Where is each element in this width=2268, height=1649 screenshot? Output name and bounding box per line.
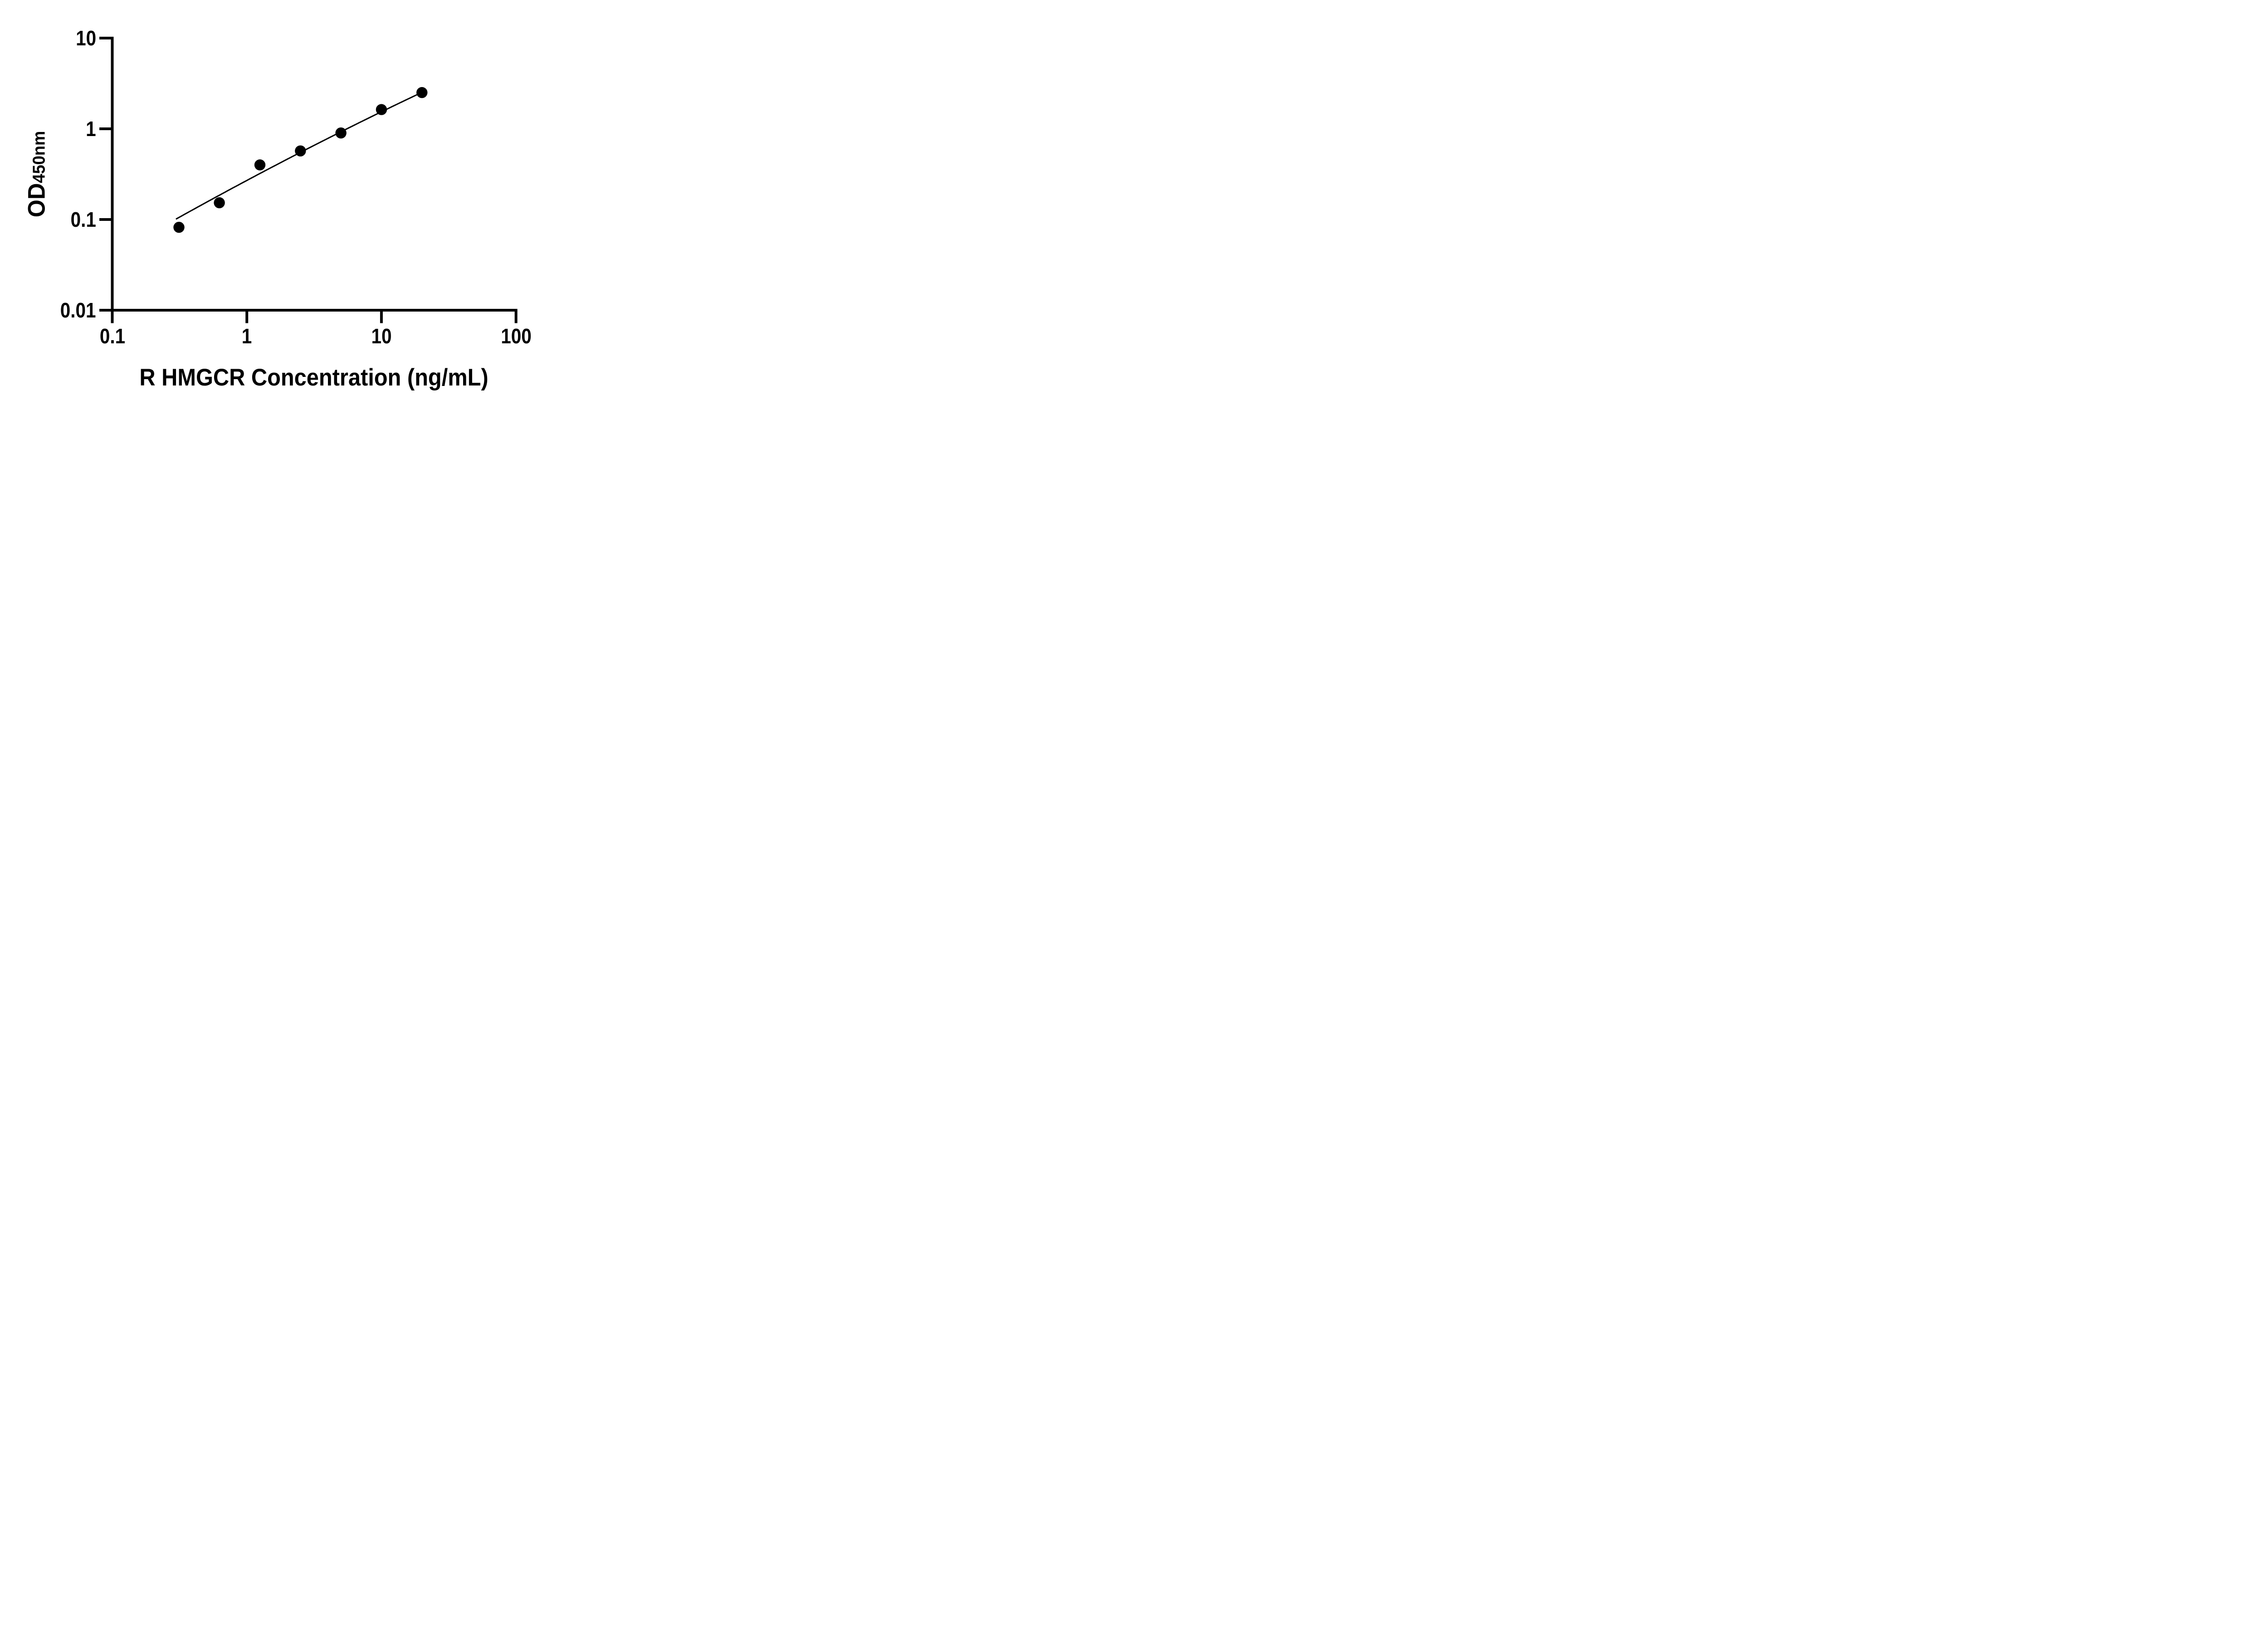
data-point-marker: [214, 197, 225, 209]
data-point-marker: [376, 104, 387, 115]
y-tick-label: 0.01: [60, 298, 96, 322]
data-point-marker: [416, 87, 428, 98]
x-tick-label: 1: [241, 324, 252, 348]
data-point-marker: [173, 222, 185, 233]
elisa-standard-curve-figure: 0.01 0.1 1 10 0.1 1 10 100 R HMGCR Concentrati…: [0, 0, 583, 412]
y-axis-title-main: OD: [23, 183, 50, 218]
x-tick-label: 100: [500, 324, 532, 348]
data-point-marker: [295, 145, 306, 156]
x-tick-label: 10: [371, 324, 392, 348]
data-point-marker: [254, 159, 266, 171]
y-axis-title: OD450nm: [23, 131, 50, 218]
y-tick-label: 1: [86, 117, 96, 141]
plot-area: [99, 37, 518, 323]
y-tick-label: 0.1: [70, 208, 96, 231]
x-axis-title-text: R HMGCR Concentration (ng/mL): [139, 364, 489, 391]
data-point-marker: [335, 127, 347, 139]
x-axis-title: R HMGCR Concentration (ng/mL): [139, 366, 488, 390]
y-axis-title-subscript: 450nm: [29, 131, 49, 183]
x-tick-label: 0.1: [99, 324, 125, 348]
y-tick-label: 10: [75, 26, 96, 50]
